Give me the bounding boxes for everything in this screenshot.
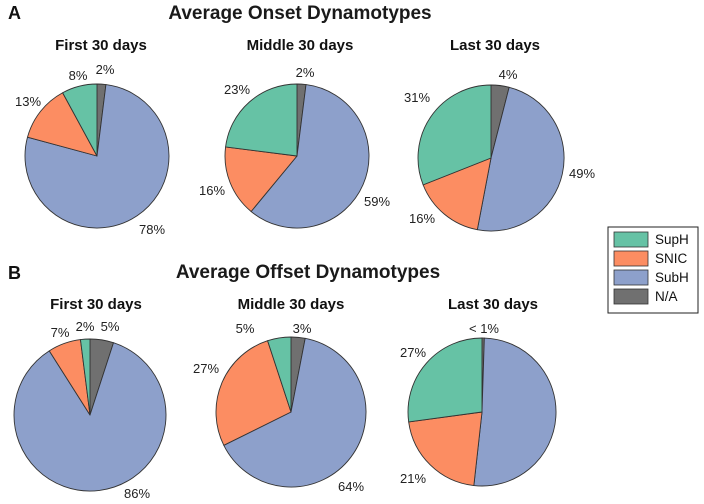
pct-label-supH: 31% — [404, 90, 430, 105]
panel-letter-b: B — [8, 263, 21, 283]
section-title-onset: Average Onset Dynamotypes — [168, 3, 431, 24]
pie-slice-suph — [80, 338, 91, 416]
pie-onset-last — [417, 84, 565, 232]
pct-label-supH: 5% — [236, 321, 255, 336]
section-title-offset: Average Offset Dynamotypes — [176, 262, 440, 283]
pie-slice-subh — [223, 337, 367, 488]
pct-label-supH: 2% — [76, 319, 95, 334]
pct-label-supH: 23% — [224, 82, 250, 97]
legend-swatch-subh — [613, 269, 649, 286]
pct-label-snic: 27% — [193, 361, 219, 376]
pct-label-subH: 78% — [139, 222, 165, 237]
legend-swatch-snic — [613, 250, 649, 267]
pie-offset-first — [13, 338, 167, 492]
pie-offset-middle — [215, 336, 367, 488]
pct-label-subH: 64% — [338, 479, 364, 494]
pct-label-na: 4% — [499, 67, 518, 82]
pct-label-snic: 21% — [400, 471, 426, 486]
pie-title-offset-middle: Middle 30 days — [238, 296, 345, 313]
pie-title-onset-last: Last 30 days — [450, 37, 540, 54]
pct-label-na: 3% — [293, 321, 312, 336]
pie-slice-subh — [250, 84, 370, 229]
pie-slice-suph — [225, 83, 298, 157]
pie-title-onset-middle: Middle 30 days — [247, 37, 354, 54]
pie-slice-suph — [407, 337, 483, 423]
pie-onset-first — [24, 83, 170, 229]
pie-slice-snic — [408, 411, 483, 486]
legend-swatch-suph — [613, 231, 649, 248]
legend-label-subh: SubH — [655, 270, 689, 285]
legend-label-suph: SupH — [655, 232, 689, 247]
pct-label-snic: 16% — [199, 183, 225, 198]
pct-label-snic: 13% — [15, 94, 41, 109]
pct-label-na: 2% — [96, 62, 115, 77]
pie-slice-suph — [62, 83, 98, 157]
pie-slice-snic — [224, 146, 298, 212]
pct-label-subH: 59% — [364, 194, 390, 209]
pie-slice-subh — [473, 337, 557, 487]
pct-label-na: 2% — [296, 65, 315, 80]
pie-slice-subh — [13, 342, 167, 492]
pie-slice-suph — [267, 336, 292, 413]
pie-slice-subh — [476, 86, 565, 232]
pie-slice-suph — [417, 84, 492, 186]
pct-label-snic: 16% — [409, 211, 435, 226]
pie-slice-snic — [215, 340, 292, 446]
pie-slice-snic — [422, 157, 492, 231]
pct-label-supH: 8% — [69, 68, 88, 83]
legend-label-na: N/A — [655, 289, 678, 304]
pct-label-supH: 27% — [400, 345, 426, 360]
legend-swatch-na — [613, 288, 649, 305]
pct-label-na: 5% — [101, 319, 120, 334]
pct-label-subH: 49% — [569, 166, 595, 181]
pct-label-subH: 86% — [124, 486, 150, 501]
pie-title-onset-first: First 30 days — [55, 37, 147, 54]
pie-offset-last — [407, 337, 557, 487]
pie-slice-snic — [27, 92, 98, 157]
pct-label-snic: 7% — [51, 325, 70, 340]
pie-title-offset-first: First 30 days — [50, 296, 142, 313]
pie-title-offset-last: Last 30 days — [448, 296, 538, 313]
legend-label-snic: SNIC — [655, 251, 688, 266]
pie-onset-middle — [224, 83, 370, 229]
panel-letter-a: A — [8, 3, 21, 23]
pct-label-na: < 1% — [469, 321, 499, 336]
legend: SupH SNIC SubH N/A — [607, 226, 699, 314]
